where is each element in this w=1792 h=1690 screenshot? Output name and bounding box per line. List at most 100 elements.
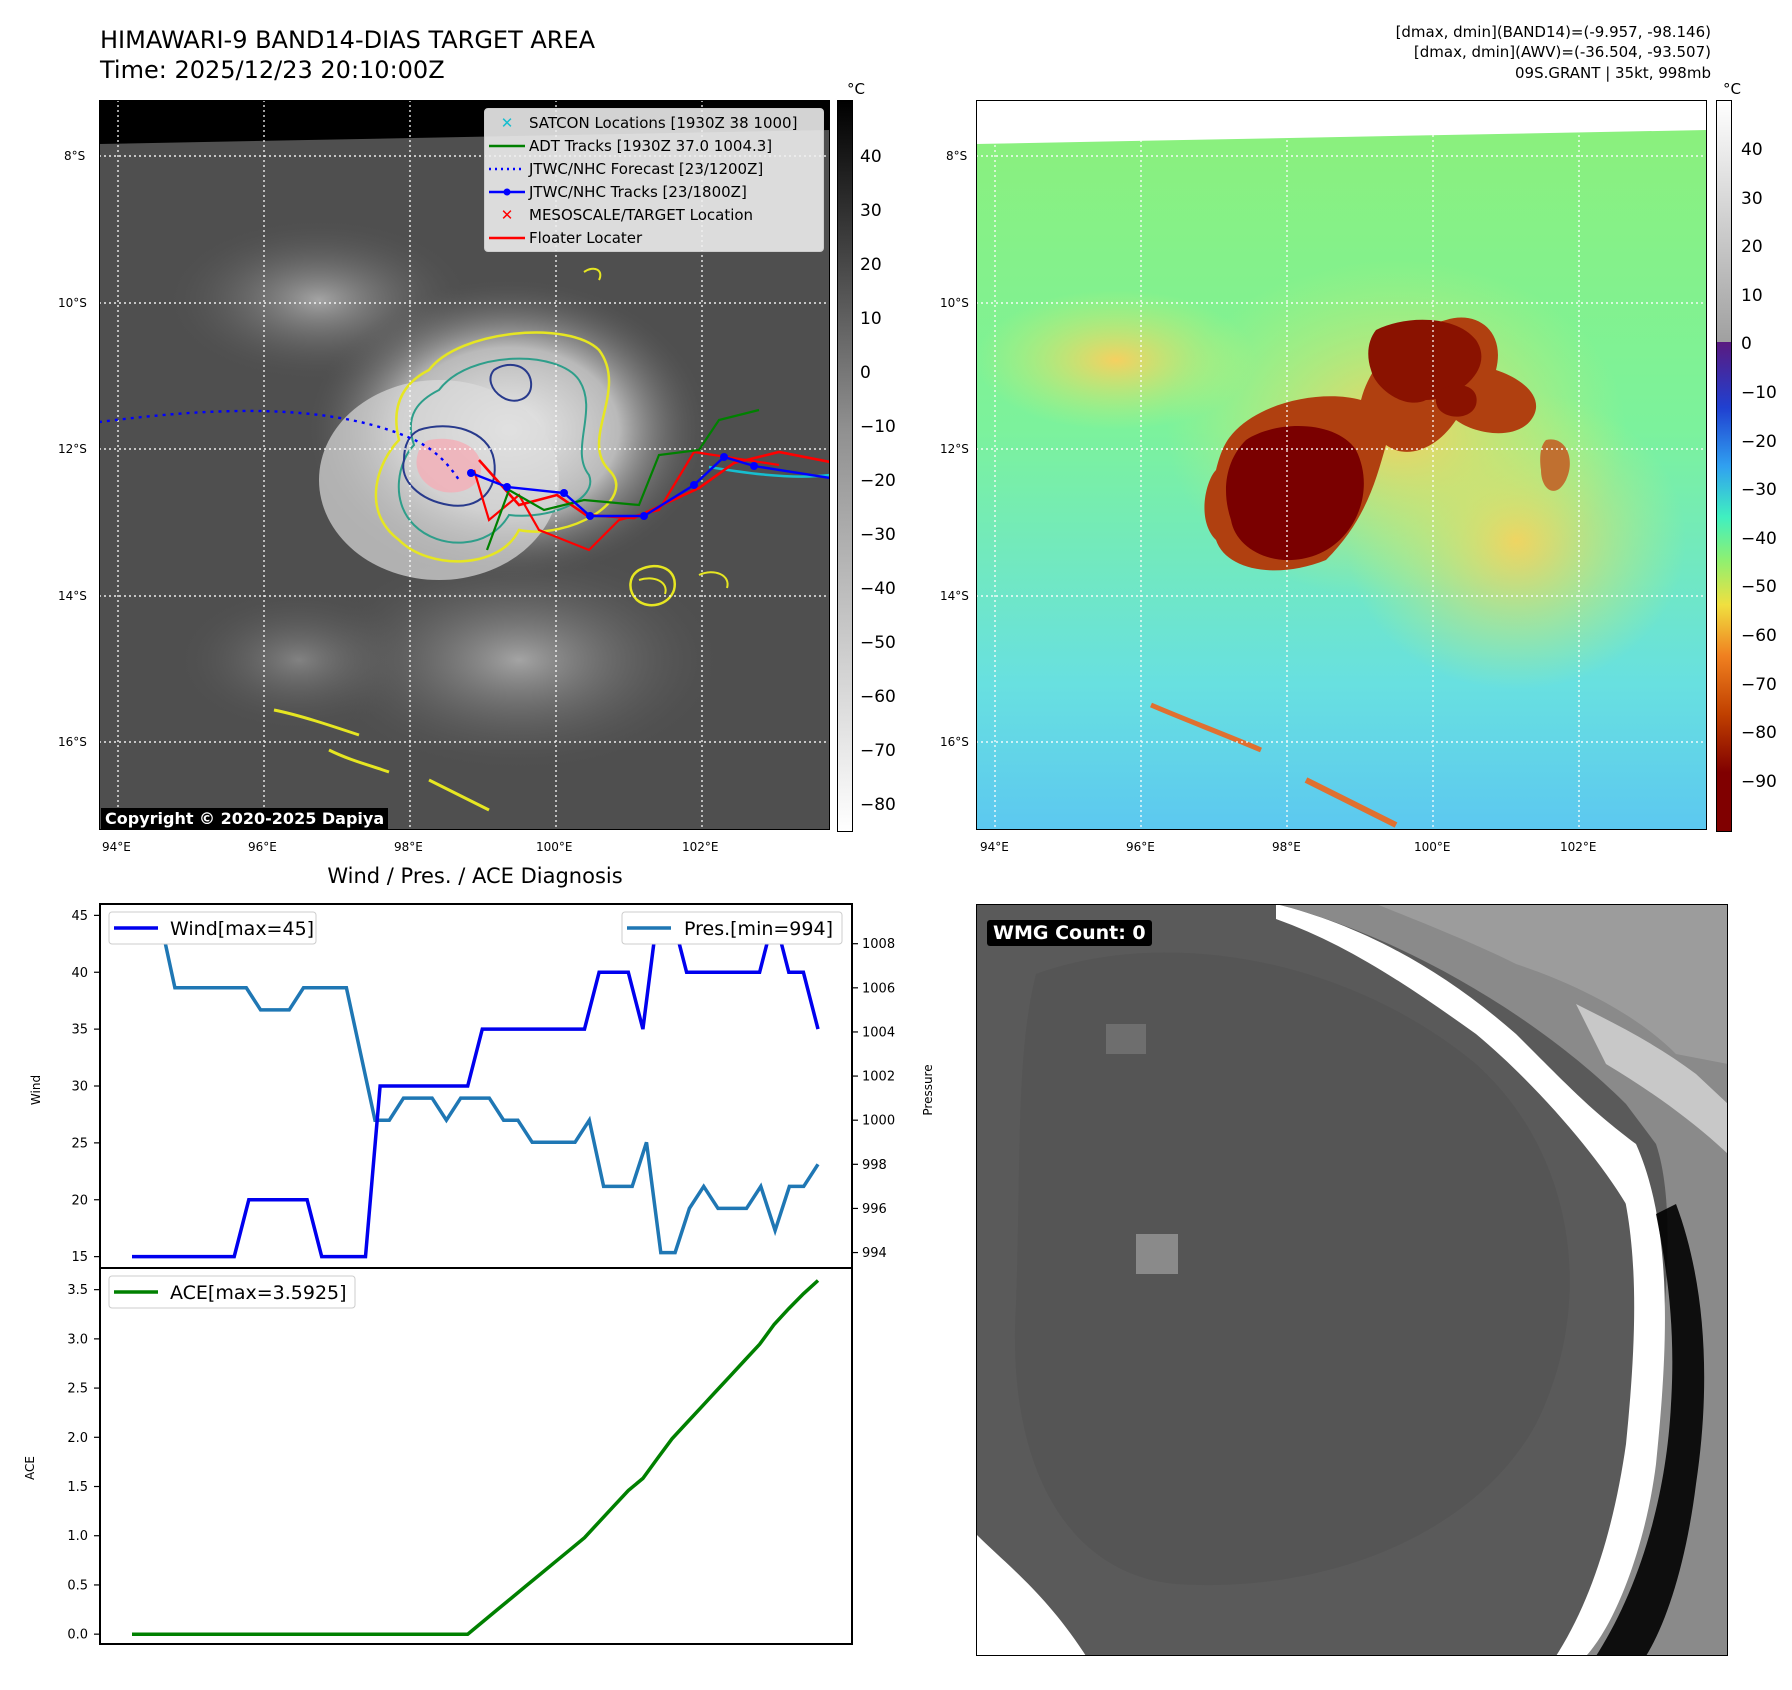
map-gridlines bbox=[99, 100, 830, 830]
diagnosis-title: Wind / Pres. / ACE Diagnosis bbox=[327, 864, 623, 888]
lat-tick: 8°S bbox=[64, 149, 86, 163]
axis-tick-label: 3.5 bbox=[67, 1283, 88, 1298]
colorbar-tick: −60 bbox=[860, 687, 896, 707]
ace-axis-label: ACE bbox=[23, 1456, 37, 1480]
axis-tick-label: 2.5 bbox=[67, 1382, 88, 1397]
axis-tick-label: 20 bbox=[71, 1193, 88, 1208]
legend-adt: ADT Tracks [1930Z 37.0 1004.3] bbox=[489, 136, 773, 155]
lat-tick: 16°S bbox=[58, 735, 87, 749]
axis-tick-label: 994 bbox=[862, 1246, 887, 1261]
colorbar-tick: −10 bbox=[1741, 383, 1777, 403]
copyright-label: Copyright © 2020-2025 Dapiya bbox=[101, 808, 389, 829]
axis-tick-label: 1.5 bbox=[67, 1480, 88, 1495]
axis-tick-label: 15 bbox=[71, 1250, 88, 1265]
lat-tick: 14°S bbox=[58, 589, 87, 603]
axis-tick-label: 45 bbox=[71, 909, 88, 924]
ace-axis: 0.0 0.5 1.0 1.5 2.0 2.5 3.0 3.5 bbox=[67, 1283, 100, 1643]
jtwc-track bbox=[467, 453, 830, 520]
colorbar-tick: −60 bbox=[1741, 626, 1777, 646]
lon-tick: 96°E bbox=[1126, 840, 1155, 854]
legend-satcon: ✕ SATCON Locations [1930Z 38 1000] bbox=[485, 111, 823, 134]
colorbar-tick: −70 bbox=[860, 741, 896, 761]
colorbar-tick: 40 bbox=[860, 147, 882, 167]
x-marker-icon: ✕ bbox=[500, 113, 514, 132]
colorbar-tick: 0 bbox=[860, 363, 871, 383]
axis-tick-label: 1004 bbox=[862, 1025, 895, 1040]
map-legend: ✕ SATCON Locations [1930Z 38 1000] ADT Tr… bbox=[484, 108, 824, 252]
axis-tick-label: 1.0 bbox=[67, 1529, 88, 1544]
pressure-axis-label: Pressure bbox=[921, 1064, 935, 1115]
colorbar-tick: −20 bbox=[1741, 432, 1777, 452]
colorbar-tick: 10 bbox=[860, 309, 882, 329]
colorbar-tick: −10 bbox=[860, 417, 896, 437]
axis-tick-label: 1000 bbox=[862, 1114, 895, 1129]
colorbar-tick: 20 bbox=[1741, 237, 1763, 257]
axis-tick-label: 1008 bbox=[862, 937, 895, 952]
colorbar-tick: −80 bbox=[860, 795, 896, 815]
wind-axis-label: Wind bbox=[29, 1075, 43, 1105]
colorbar-tick: −50 bbox=[860, 633, 896, 653]
adt-track bbox=[485, 408, 760, 551]
lat-tick: 10°S bbox=[940, 296, 969, 310]
wmg-panel bbox=[976, 904, 1728, 1656]
legend-jtwc-tracks: JTWC/NHC Tracks [23/1800Z] bbox=[485, 180, 823, 203]
colorbar-tick: 40 bbox=[1741, 140, 1763, 160]
right-colorbar bbox=[1716, 100, 1732, 832]
lat-tick: 14°S bbox=[940, 589, 969, 603]
info-band14: [dmax, dmin](BAND14)=(-9.957, -98.146) bbox=[1395, 23, 1711, 41]
axis-tick-label: 0.0 bbox=[67, 1628, 88, 1643]
ace-legend-label: ACE[max=3.5925] bbox=[170, 1282, 347, 1304]
ace-series-line bbox=[132, 1279, 820, 1636]
axis-tick-label: 35 bbox=[71, 1023, 88, 1038]
colorbar-tick: −40 bbox=[1741, 529, 1777, 549]
colorbar-tick: −90 bbox=[1741, 772, 1777, 792]
colorbar-tick: 30 bbox=[860, 201, 882, 221]
lat-tick: 12°S bbox=[58, 442, 87, 456]
lon-tick: 100°E bbox=[536, 840, 573, 854]
colorbar-tick: −20 bbox=[860, 471, 896, 491]
axis-tick-label: 998 bbox=[862, 1158, 887, 1173]
colorbar-tick: −30 bbox=[1741, 480, 1777, 500]
lat-tick: 8°S bbox=[946, 149, 968, 163]
axis-tick-label: 1002 bbox=[862, 1070, 895, 1085]
lat-tick: 16°S bbox=[940, 735, 969, 749]
wind-pressure-axes bbox=[99, 903, 853, 1269]
axis-tick-label: 3.0 bbox=[67, 1332, 88, 1347]
colorbar-tick: 0 bbox=[1741, 334, 1752, 354]
lon-tick: 98°E bbox=[394, 840, 423, 854]
chart-title: HIMAWARI-9 BAND14-DIAS TARGET AREA bbox=[100, 26, 596, 54]
axis-tick-label: 2.0 bbox=[67, 1431, 88, 1446]
lon-tick: 94°E bbox=[102, 840, 131, 854]
axis-tick-label: 0.5 bbox=[67, 1578, 88, 1593]
colorbar-tick: −40 bbox=[860, 579, 896, 599]
wind-legend-label: Wind[max=45] bbox=[170, 918, 314, 940]
lon-tick: 102°E bbox=[682, 840, 719, 854]
lat-tick: 12°S bbox=[940, 442, 969, 456]
lon-tick: 94°E bbox=[980, 840, 1009, 854]
axis-tick-label: 40 bbox=[71, 966, 88, 981]
wind-series-line bbox=[132, 913, 820, 1259]
colorbar-tick: −70 bbox=[1741, 675, 1777, 695]
ir-map-right bbox=[976, 100, 1707, 830]
axis-tick-label: 30 bbox=[71, 1080, 88, 1095]
colorbar-tick: −30 bbox=[860, 525, 896, 545]
axis-tick-label: 996 bbox=[862, 1202, 887, 1217]
colorbar-unit: °C bbox=[847, 80, 865, 98]
colorbar-tick: −50 bbox=[1741, 577, 1777, 597]
info-storm: 09S.GRANT | 35kt, 998mb bbox=[1514, 64, 1711, 82]
lon-tick: 96°E bbox=[248, 840, 277, 854]
lon-tick: 98°E bbox=[1272, 840, 1301, 854]
legend-jtwc-forecast: JTWC/NHC Forecast [23/1200Z] bbox=[489, 159, 764, 178]
floater-locater bbox=[478, 450, 830, 520]
colorbar-tick: 20 bbox=[860, 255, 882, 275]
colorbar-unit: °C bbox=[1723, 80, 1741, 98]
legend-floater: Floater Locater bbox=[489, 228, 643, 247]
jtwc-forecast-track bbox=[99, 409, 460, 481]
x-marker-icon: ✕ bbox=[500, 205, 514, 224]
axis-tick-label: 25 bbox=[71, 1136, 88, 1151]
lat-tick: 10°S bbox=[58, 296, 87, 310]
ace-axes bbox=[99, 1267, 853, 1645]
legend-mesoscale: ✕ MESOSCALE/TARGET Location bbox=[485, 203, 823, 226]
wind-legend: Wind[max=45] bbox=[108, 911, 317, 945]
pressure-series-line bbox=[132, 919, 820, 1255]
